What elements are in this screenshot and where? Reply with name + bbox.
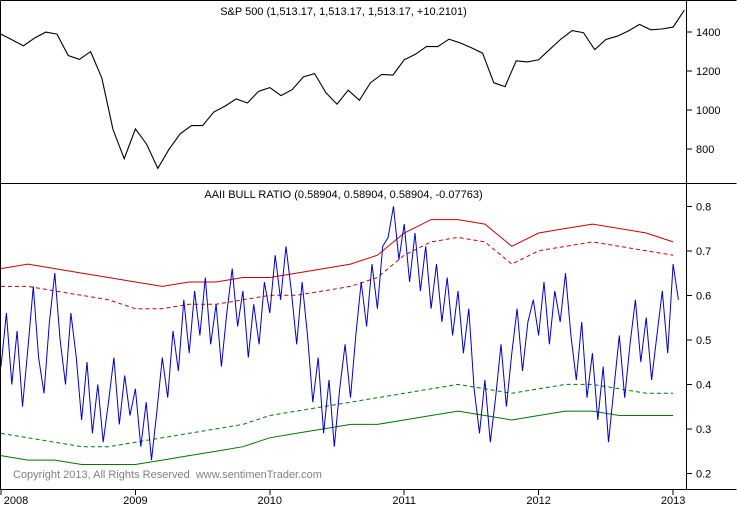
lower-band-solid-line bbox=[0, 410, 674, 465]
x-tick-label: 2012 bbox=[526, 495, 550, 507]
y-tick-label: 0.4 bbox=[696, 379, 711, 391]
x-tick-label: 2008 bbox=[4, 495, 28, 507]
sp500-panel-title: S&P 500 (1,513.17, 1,513.17, 1,513.17, +… bbox=[220, 6, 467, 18]
copyright-notice: Copyright 2013, All Rights Reserved www.… bbox=[13, 469, 322, 481]
x-tick-label: 2009 bbox=[123, 495, 147, 507]
y-tick-label: 0.8 bbox=[696, 201, 711, 213]
upper-band-solid-line bbox=[0, 219, 674, 287]
y-tick-label: 1200 bbox=[696, 66, 720, 78]
y-tick-label: 0.2 bbox=[696, 468, 711, 480]
sp500-price-line bbox=[0, 9, 685, 170]
upper-band-dashed-line bbox=[1, 236, 674, 310]
y-tick-label: 0.3 bbox=[696, 424, 711, 436]
x-tick-label: 2011 bbox=[392, 495, 416, 507]
x-tick-label: 2013 bbox=[661, 495, 685, 507]
y-tick-label: 0.5 bbox=[696, 335, 711, 347]
x-tick-label: 2010 bbox=[258, 495, 282, 507]
y-tick-label: 1400 bbox=[696, 27, 720, 39]
aaii-bull-ratio-line bbox=[0, 206, 679, 461]
lower-band-dashed-line bbox=[0, 383, 674, 448]
y-tick-label: 0.6 bbox=[696, 290, 711, 302]
y-tick-label: 800 bbox=[696, 144, 714, 156]
y-tick-label: 0.7 bbox=[696, 246, 711, 258]
bull-ratio-panel-title: AAII BULL RATIO (0.58904, 0.58904, 0.589… bbox=[204, 189, 483, 201]
y-tick-label: 1000 bbox=[696, 105, 720, 117]
